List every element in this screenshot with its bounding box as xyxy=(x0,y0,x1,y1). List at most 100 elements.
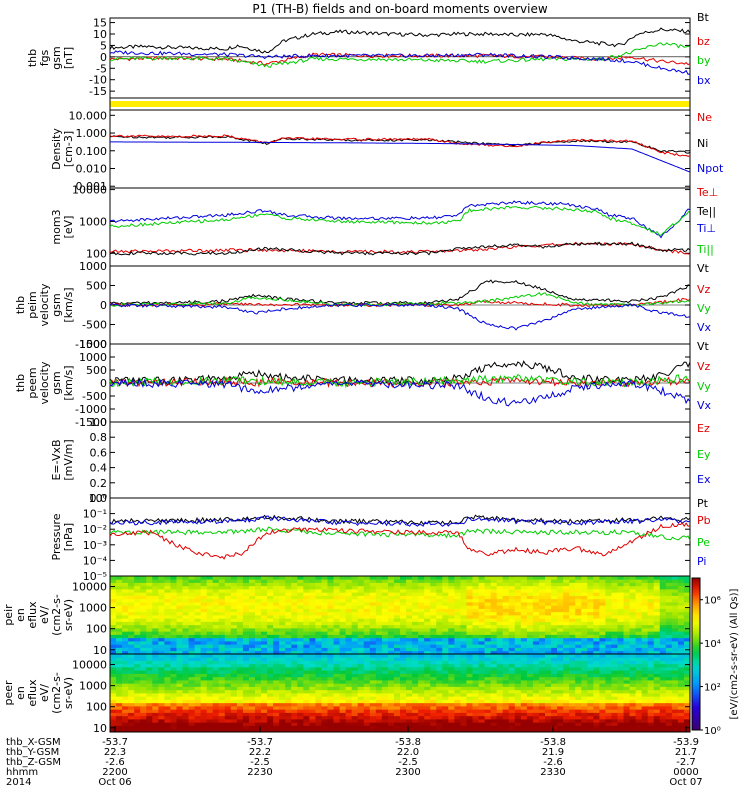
spectrogram-cell xyxy=(381,728,389,733)
spectrogram-cell xyxy=(224,667,232,671)
spectrogram-cell xyxy=(454,702,461,707)
spectrogram-cell xyxy=(116,615,123,619)
spectrogram-cell xyxy=(526,702,534,707)
spectrogram-cell xyxy=(412,592,419,596)
spectrogram-cell xyxy=(406,673,413,678)
legend-label-bz: bz xyxy=(697,35,710,48)
spectrogram-cell xyxy=(176,582,183,587)
spectrogram-cell xyxy=(116,715,123,720)
spectrogram-cell xyxy=(629,582,637,587)
spectrogram-cell xyxy=(363,647,371,652)
spectrogram-cell xyxy=(212,683,220,687)
spectrogram-cell xyxy=(128,637,135,642)
y-axis-label: eV/ xyxy=(38,684,51,702)
spectrogram-cell xyxy=(442,624,449,629)
spectrogram-cell xyxy=(496,696,504,700)
spectrogram-cell xyxy=(218,582,226,587)
spectrogram-cell xyxy=(671,725,679,730)
spectrogram-cell xyxy=(575,647,582,652)
spectrogram-cell xyxy=(315,693,322,697)
x-axis-value: -53.8 xyxy=(540,737,566,748)
spectrogram-cell xyxy=(345,592,353,596)
spectrogram-cell xyxy=(460,608,467,613)
spectrogram-cell xyxy=(345,670,353,674)
spectrogram-cell xyxy=(532,650,540,655)
spectrogram-cell xyxy=(418,579,425,583)
spectrogram-cell xyxy=(629,585,637,590)
spectrogram-cell xyxy=(659,576,667,580)
spectrogram-cell xyxy=(188,663,195,668)
spectrogram-cell xyxy=(200,702,208,707)
spectrogram-cell xyxy=(327,686,334,691)
spectrogram-cell xyxy=(629,657,637,661)
spectrogram-cell xyxy=(653,618,661,622)
spectrogram-cell xyxy=(212,602,220,606)
spectrogram-cell xyxy=(321,598,328,603)
spectrogram-cell xyxy=(557,576,564,580)
spectrogram-cell xyxy=(291,706,298,710)
spectrogram-cell xyxy=(526,579,534,583)
spectrogram-cell xyxy=(599,676,606,681)
spectrogram-cell xyxy=(514,683,522,687)
spectrogram-cell xyxy=(677,676,685,681)
spectrogram-cell xyxy=(478,595,485,600)
spectrogram-cell xyxy=(146,728,153,733)
spectrogram-cell xyxy=(557,592,564,596)
spectrogram-cell xyxy=(593,670,600,674)
spectrogram-cell xyxy=(532,637,540,642)
x-tick-time: 2230 xyxy=(247,767,272,778)
spectrogram-cell xyxy=(152,637,159,642)
spectrogram-cell xyxy=(424,702,431,707)
spectrogram-cell xyxy=(122,709,129,713)
spectrogram-cell xyxy=(484,699,492,704)
spectrogram-cell xyxy=(659,693,667,697)
spectrogram-cell xyxy=(375,673,383,678)
spectrogram-cell xyxy=(581,628,588,632)
spectrogram-cell xyxy=(327,673,334,678)
spectrogram-cell xyxy=(327,725,334,730)
spectrogram-cell xyxy=(297,699,304,704)
spectrogram-cell xyxy=(357,680,365,684)
spectrogram-cell xyxy=(236,592,244,596)
spectrogram-cell xyxy=(387,683,395,687)
spectrogram-cell xyxy=(629,709,637,713)
spectrogram-cell xyxy=(261,654,268,658)
spectrogram-cell xyxy=(430,702,437,707)
spectrogram-cell xyxy=(309,641,316,645)
spectrogram-cell xyxy=(170,719,177,723)
spectrogram-cell xyxy=(569,706,576,710)
spectrogram-cell xyxy=(110,611,117,616)
spectrogram-cell xyxy=(611,615,618,619)
spectrogram-cell xyxy=(146,683,153,687)
spectrogram-cell xyxy=(267,712,274,717)
spectrogram-cell xyxy=(587,654,594,658)
spectrogram-cell xyxy=(128,712,135,717)
spectrogram-cell xyxy=(381,676,389,681)
spectrogram-cell xyxy=(387,595,395,600)
spectrogram-cell xyxy=(526,605,534,609)
spectrogram-cell xyxy=(393,696,401,700)
spectrogram-cell xyxy=(261,598,268,603)
spectrogram-cell xyxy=(581,624,588,629)
spectrogram-cell xyxy=(484,644,492,648)
spectrogram-cell xyxy=(297,650,304,655)
spectrogram-cell xyxy=(629,589,637,593)
spectrogram-cell xyxy=(484,615,492,619)
spectrogram-cell xyxy=(430,602,437,606)
spectrogram-cell xyxy=(327,595,334,600)
spectrogram-cell xyxy=(339,615,347,619)
spectrogram-cell xyxy=(490,647,498,652)
y-tick-label: 500 xyxy=(86,280,107,293)
series-pressure-Pb xyxy=(109,522,691,560)
spectrogram-cell xyxy=(315,602,322,606)
spectrogram-cell xyxy=(303,657,310,661)
spectrogram-cell xyxy=(339,689,347,694)
spectrogram-cell xyxy=(671,618,679,622)
spectrogram-cell xyxy=(122,702,129,707)
spectrogram-cell xyxy=(412,621,419,626)
spectrogram-cell xyxy=(297,605,304,609)
spectrogram-cell xyxy=(557,598,564,603)
spectrogram-cell xyxy=(351,686,359,691)
